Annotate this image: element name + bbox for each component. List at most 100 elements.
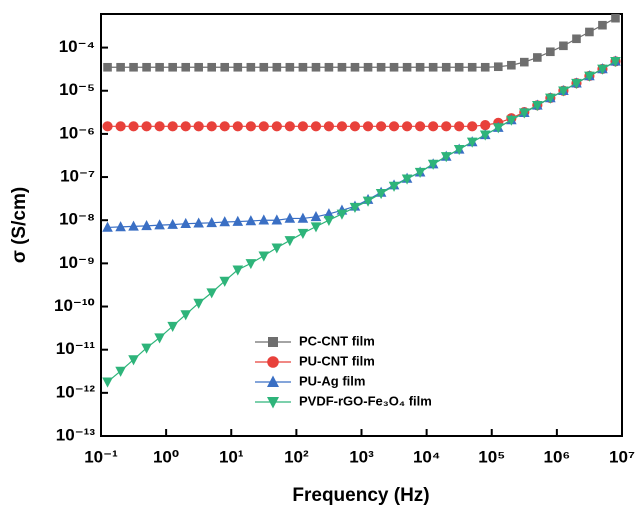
marker (167, 321, 178, 333)
y-tick-label: 10⁻¹³ (56, 425, 96, 444)
marker (180, 121, 191, 132)
marker (129, 62, 138, 72)
marker (571, 78, 582, 89)
marker (102, 121, 113, 132)
marker (193, 298, 204, 309)
marker (362, 121, 374, 132)
marker (180, 217, 192, 229)
marker (323, 215, 335, 227)
marker (492, 123, 504, 134)
marker (479, 130, 491, 141)
y-tick-label: 10⁻⁹ (59, 253, 95, 272)
marker (128, 121, 139, 132)
marker (454, 121, 465, 132)
legend-label: PVDF-rGO-Fe₃O₄ film (299, 393, 432, 408)
legend: PC-CNT film PU-CNT film PU-Ag film PVDF-rGO… (255, 333, 432, 409)
marker (388, 121, 400, 132)
marker (453, 144, 465, 156)
marker (193, 217, 204, 228)
marker (466, 137, 478, 148)
legend-label: PU-Ag film (299, 373, 365, 388)
marker (414, 167, 426, 178)
marker (310, 222, 322, 233)
x-tick-label: 10⁵ (478, 447, 505, 466)
marker (375, 189, 387, 200)
marker (401, 121, 413, 132)
marker (141, 220, 152, 231)
marker (324, 62, 334, 72)
marker (167, 121, 178, 132)
series-line (107, 60, 616, 383)
marker (336, 209, 348, 220)
marker (272, 62, 282, 72)
marker (507, 60, 516, 70)
marker (349, 121, 361, 132)
y-tick-label: 10⁻¹² (56, 382, 96, 401)
marker (467, 62, 477, 72)
marker (245, 121, 256, 132)
marker (206, 217, 218, 228)
marker (102, 377, 113, 388)
marker (207, 62, 217, 72)
y-tick-label: 10⁻⁴ (59, 37, 95, 56)
marker (115, 221, 126, 232)
marker (285, 62, 295, 72)
marker (194, 62, 203, 72)
marker (115, 366, 126, 377)
marker (506, 115, 517, 126)
marker (402, 62, 412, 72)
marker (323, 121, 335, 132)
marker (128, 220, 139, 231)
marker (467, 121, 478, 132)
marker (154, 121, 165, 132)
marker (232, 121, 243, 132)
marker (546, 47, 555, 57)
marker (585, 27, 594, 37)
marker (428, 62, 438, 72)
marker (155, 62, 164, 72)
x-tick-label: 10⁷ (609, 447, 635, 466)
marker (559, 41, 568, 51)
marker (167, 218, 178, 229)
marker (480, 62, 490, 72)
legend-marker (268, 337, 278, 347)
x-tick-label: 10³ (349, 447, 374, 466)
marker (246, 62, 256, 72)
marker (232, 215, 244, 226)
marker (518, 108, 530, 119)
marker (337, 62, 347, 72)
marker (428, 121, 439, 132)
marker (297, 212, 309, 223)
marker (219, 121, 230, 132)
marker (284, 236, 296, 247)
marker (181, 62, 191, 72)
marker (271, 243, 283, 254)
marker (533, 53, 542, 62)
marker (154, 219, 165, 230)
marker (376, 62, 386, 72)
marker (427, 159, 439, 170)
x-axis-label: Frequency (Hz) (292, 485, 429, 506)
marker (258, 214, 270, 225)
marker (219, 276, 231, 287)
marker (350, 62, 360, 72)
legend-marker (267, 375, 279, 387)
marker (258, 121, 269, 132)
marker (310, 121, 322, 132)
marker (597, 64, 608, 75)
marker (545, 93, 556, 104)
marker (232, 265, 244, 276)
marker (245, 215, 257, 226)
marker (584, 71, 595, 82)
marker (284, 121, 295, 132)
legend-marker (267, 397, 279, 409)
marker (532, 100, 543, 112)
marker (362, 196, 374, 207)
x-tick-label: 10⁻¹ (84, 447, 118, 466)
y-tick-label: 10⁻⁷ (60, 167, 95, 186)
x-tick-label: 10¹ (219, 447, 244, 466)
marker (102, 221, 113, 232)
marker (611, 13, 620, 23)
y-axis-label: σ (S/cm) (9, 187, 30, 263)
